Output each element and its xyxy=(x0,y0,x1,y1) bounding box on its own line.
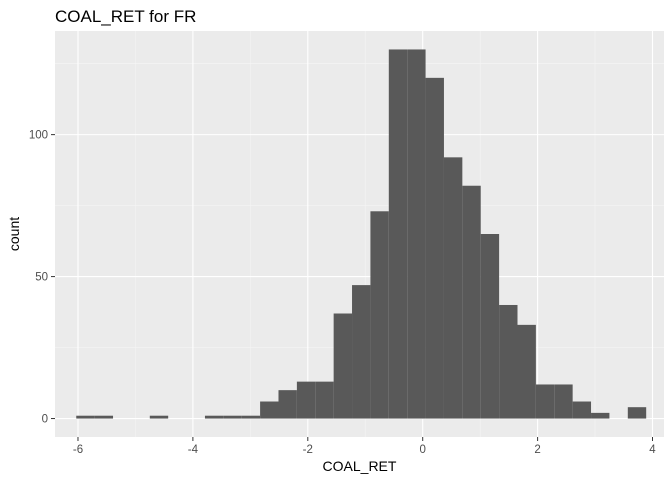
x-tick-label: -6 xyxy=(73,444,83,456)
histogram-bar xyxy=(517,324,536,419)
histogram-bar xyxy=(572,401,592,419)
histogram-bar xyxy=(443,157,463,419)
histogram-bar xyxy=(627,407,647,419)
histogram-bar xyxy=(76,415,95,419)
chart-title: COAL_RET for FR xyxy=(55,7,196,26)
x-tick-label: 4 xyxy=(649,444,656,456)
histogram-bar xyxy=(407,49,426,419)
histogram-bar xyxy=(149,415,169,419)
x-axis: -6 -4 -2 0 2 4 xyxy=(73,437,656,456)
histogram-bar xyxy=(462,185,481,419)
y-tick-label: 50 xyxy=(35,272,48,284)
histogram-bar xyxy=(223,415,242,419)
histogram-bar xyxy=(425,77,444,419)
x-tick-label: -4 xyxy=(188,444,199,456)
histogram-bar xyxy=(260,401,279,419)
histogram-bar xyxy=(499,304,518,419)
histogram-bar xyxy=(352,285,371,419)
x-axis-title: COAL_RET xyxy=(323,458,397,474)
histogram-bar xyxy=(204,415,224,419)
x-tick-label: -2 xyxy=(303,444,313,456)
x-tick-label: 0 xyxy=(419,444,425,456)
histogram-bar xyxy=(535,384,555,419)
y-axis-title: count xyxy=(6,217,22,251)
histogram-bar xyxy=(591,412,610,419)
y-tick-label: 0 xyxy=(42,414,48,426)
y-tick-label: 100 xyxy=(29,130,48,142)
histogram-bar xyxy=(241,415,261,419)
histogram-bar xyxy=(315,381,334,419)
histogram-bar xyxy=(388,49,408,419)
x-tick-label: 2 xyxy=(534,444,540,456)
histogram-bar xyxy=(370,211,389,419)
histogram-bar xyxy=(94,415,114,419)
histogram-bar xyxy=(296,381,316,419)
histogram-bar xyxy=(554,384,573,419)
histogram-bars xyxy=(76,49,647,419)
y-axis: 0 50 100 xyxy=(29,130,55,426)
histogram-bar xyxy=(333,313,353,419)
histogram-bar xyxy=(278,390,297,419)
histogram-bar xyxy=(480,234,500,419)
